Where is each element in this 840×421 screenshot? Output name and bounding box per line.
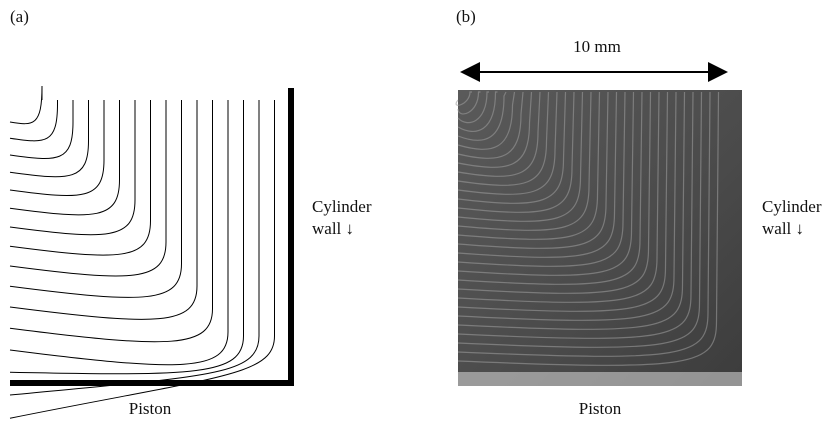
streak bbox=[457, 91, 669, 312]
streamline bbox=[9, 85, 43, 125]
panel-label: (a) bbox=[10, 7, 29, 26]
streak bbox=[457, 91, 481, 115]
streak bbox=[457, 91, 550, 186]
streamline bbox=[9, 100, 58, 142]
photo-bottom bbox=[458, 372, 742, 386]
streamline bbox=[9, 100, 167, 277]
streak bbox=[457, 91, 558, 195]
streak bbox=[457, 91, 609, 249]
streak bbox=[457, 91, 720, 366]
streak bbox=[457, 91, 533, 168]
streak bbox=[457, 91, 541, 177]
streak bbox=[457, 91, 677, 321]
panel-label: (b) bbox=[456, 7, 476, 26]
streak bbox=[457, 91, 592, 231]
streak bbox=[457, 91, 575, 213]
streak bbox=[457, 91, 507, 141]
streamline bbox=[9, 100, 120, 216]
streak bbox=[457, 91, 652, 294]
streak bbox=[457, 91, 694, 339]
piston-label: Piston bbox=[129, 399, 172, 418]
streak bbox=[457, 91, 711, 357]
streak bbox=[457, 91, 489, 124]
streamline bbox=[9, 100, 213, 343]
streak bbox=[457, 91, 686, 330]
streamline bbox=[9, 100, 260, 396]
streak bbox=[457, 91, 516, 150]
streak bbox=[457, 91, 635, 276]
streamline bbox=[9, 100, 229, 366]
streak bbox=[457, 91, 643, 285]
wall-label: wall ↓ bbox=[312, 219, 354, 238]
scale-label: 10 mm bbox=[573, 37, 621, 56]
streamline bbox=[9, 100, 136, 236]
piston bbox=[10, 380, 294, 386]
piston-label: Piston bbox=[579, 399, 622, 418]
photo-streaks bbox=[455, 91, 720, 366]
streak bbox=[455, 91, 472, 106]
streamline bbox=[9, 100, 74, 159]
streamline bbox=[9, 100, 151, 256]
streak bbox=[457, 91, 567, 204]
wall-label: Cylinder bbox=[312, 197, 372, 216]
streamline bbox=[9, 100, 198, 320]
streak bbox=[457, 91, 498, 132]
streak bbox=[457, 91, 618, 258]
streak bbox=[457, 91, 660, 303]
streamlines bbox=[9, 85, 275, 419]
streamline bbox=[9, 100, 275, 419]
wall-label: wall ↓ bbox=[762, 219, 804, 238]
streak bbox=[457, 91, 584, 222]
streamline bbox=[9, 100, 182, 298]
streak bbox=[457, 91, 601, 240]
streamline bbox=[9, 100, 89, 178]
streamline bbox=[9, 100, 244, 375]
streak bbox=[457, 91, 524, 159]
cylinder-wall bbox=[288, 88, 294, 386]
streamline bbox=[9, 100, 105, 197]
streak bbox=[457, 91, 703, 348]
wall-label: Cylinder bbox=[762, 197, 822, 216]
streak bbox=[457, 91, 626, 267]
